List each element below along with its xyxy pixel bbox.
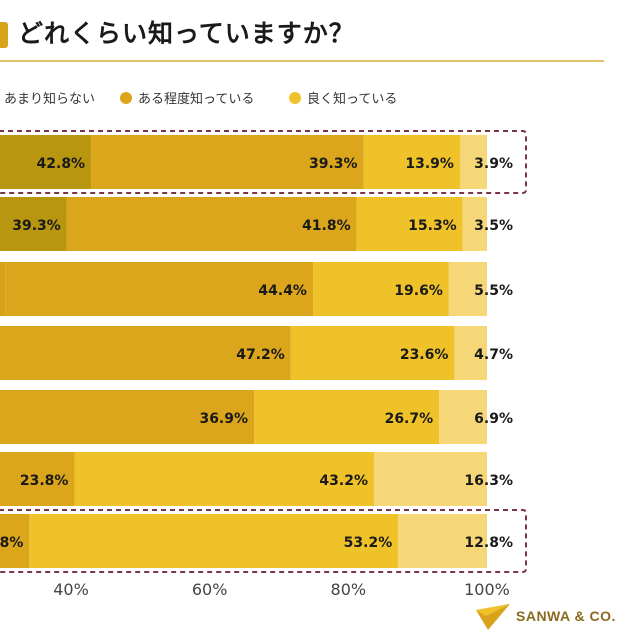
bar-segment [373,452,487,506]
bar-value-label: 47.2% [236,347,285,363]
bar-value-label: 3.9% [474,156,513,172]
bar-value-label: 13.9% [405,156,454,172]
bar-value-label: 4.7% [474,347,513,363]
chart-title: どれくらい知っていますか？ [18,19,355,48]
bar-value-label: 8% [0,535,23,551]
brand-logo: SANWA & CO. [474,600,640,632]
bar-value-label: 43.2% [319,473,368,489]
bar-segment [0,262,6,316]
bar-segment [29,514,399,568]
title-area: どれくらい知っていますか？ [0,0,640,64]
bar-value-label: 39.3% [12,218,61,234]
bar-value-label: 42.8% [37,156,86,172]
bar-value-label: 23.8% [20,473,69,489]
title-accent-mark [0,22,8,48]
bar-value-label: 39.3% [309,156,358,172]
bar-value-label: 41.8% [302,218,351,234]
bar-segment [439,390,487,444]
legend-label: あまり知らない [4,91,95,107]
legend-swatch [120,92,132,104]
legend-label: ある程度知っている [138,91,254,107]
bar-value-label: 23.6% [400,347,449,363]
x-tick-label: 100% [464,580,510,599]
bar-segment [459,135,487,189]
bar-segment [454,326,487,380]
highlight-box [0,130,527,194]
bar-value-label: 19.6% [394,283,443,299]
bar-segment [5,262,313,316]
bar-segment [254,390,440,444]
bar-segment [312,262,449,316]
bar-segment [74,452,374,506]
bar-segment [0,514,30,568]
bar-value-label: 53.2% [344,535,393,551]
bar-segment [66,197,357,251]
bar-segment [0,390,255,444]
highlight-box [0,509,527,573]
bar-value-label: 36.9% [199,411,248,427]
brand-name: SANWA & CO. [516,608,616,624]
bar-value-label: 26.7% [385,411,434,427]
bar-segment [91,135,364,189]
bar-segment [462,197,487,251]
bar-segment [356,197,463,251]
bar-segment [448,262,487,316]
x-tick-label: 60% [192,580,228,599]
bar-segment [0,452,75,506]
bar-value-label: 3.5% [474,218,513,234]
title-underline [0,60,604,62]
bar-value-label: 44.4% [258,283,307,299]
x-tick-label: 80% [331,580,367,599]
bar-value-label: 16.3% [464,473,513,489]
x-tick-label: 40% [53,580,89,599]
legend-label: 良く知っている [307,91,397,107]
bar-segment [0,326,291,380]
bar-value-label: 6.9% [474,411,513,427]
bar-value-label: 5.5% [474,283,513,299]
bar-segment [363,135,460,189]
bar-segment [0,135,92,189]
paper-plane-icon [476,604,510,630]
bar-segment [290,326,455,380]
bar-segment [0,197,67,251]
legend-swatch [289,92,301,104]
bar-value-label: 12.8% [464,535,513,551]
bar-value-label: 15.3% [408,218,457,234]
bar-segment [398,514,487,568]
